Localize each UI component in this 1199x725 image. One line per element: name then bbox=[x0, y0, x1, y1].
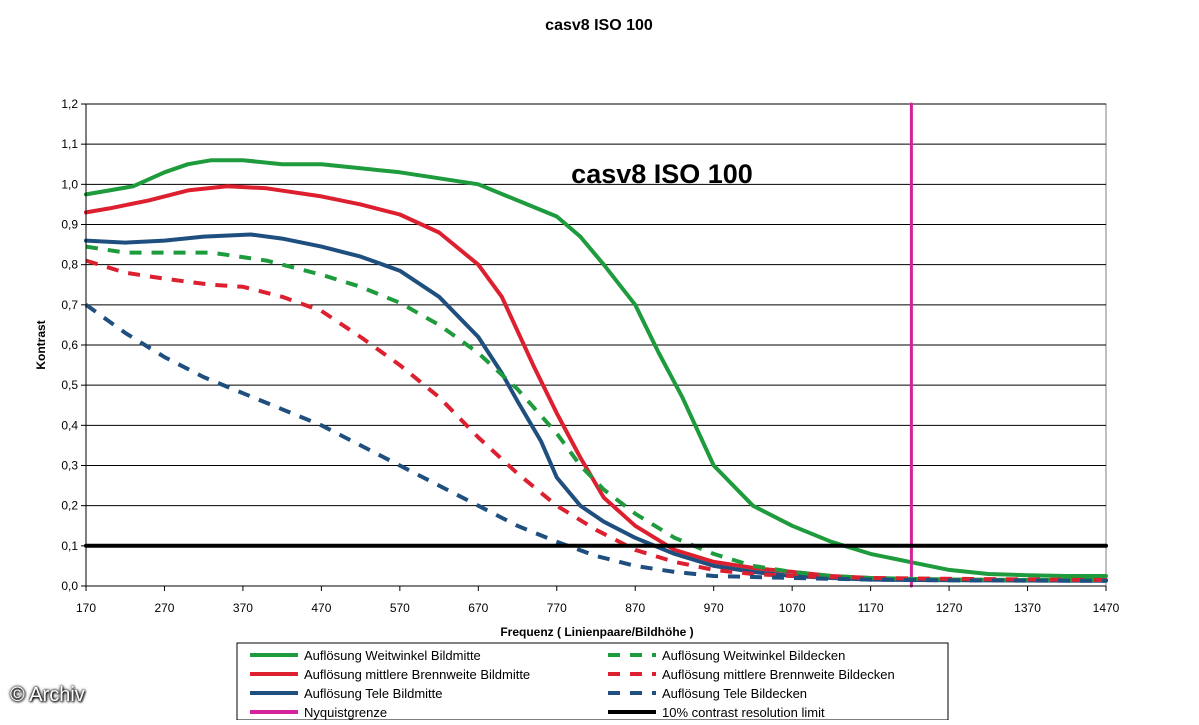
series-line-auflosung-weitwinkel-bildmitte bbox=[84, 158, 1108, 578]
y-tick-label: 0,6 bbox=[61, 338, 78, 352]
chart-title: casv8 ISO 100 bbox=[545, 17, 653, 34]
series-line-auflosung-tele-bildecken bbox=[84, 303, 1107, 583]
x-tick-label: 570 bbox=[390, 601, 410, 615]
legend-label: Auflösung Tele Bildecken bbox=[662, 686, 807, 701]
x-tick-label: 770 bbox=[547, 601, 567, 615]
y-tick-label: 0,9 bbox=[61, 218, 78, 232]
x-tick-label: 1370 bbox=[1014, 601, 1041, 615]
legend-label: Auflösung Weitwinkel Bildecken bbox=[662, 648, 845, 663]
legend-label: Auflösung mittlere Brennweite Bildecken bbox=[662, 667, 895, 682]
x-tick-label: 1470 bbox=[1093, 601, 1120, 615]
legend-label: Auflösung Tele Bildmitte bbox=[304, 686, 443, 701]
x-tick-label: 1070 bbox=[779, 601, 806, 615]
x-tick-label: 270 bbox=[154, 601, 174, 615]
y-tick-label: 0,4 bbox=[61, 418, 78, 432]
legend-label: 10% contrast resolution limit bbox=[662, 705, 825, 720]
x-tick-label: 1270 bbox=[936, 601, 963, 615]
inner-title: casv8 ISO 100 bbox=[571, 159, 753, 189]
y-tick-label: 0,0 bbox=[61, 579, 78, 593]
y-tick-label: 0,2 bbox=[61, 499, 78, 513]
x-tick-label: 470 bbox=[311, 601, 331, 615]
y-tick-label: 1,1 bbox=[61, 137, 78, 151]
x-tick-label: 1170 bbox=[858, 601, 884, 615]
watermark-text: © Archiv bbox=[10, 684, 85, 706]
legend-label: Auflösung mittlere Brennweite Bildmitte bbox=[304, 667, 530, 682]
x-tick-label: 870 bbox=[625, 601, 645, 615]
legend-label: Nyquistgrenze bbox=[304, 705, 387, 720]
y-tick-label: 0,5 bbox=[61, 378, 78, 392]
y-tick-label: 1,2 bbox=[61, 97, 78, 111]
y-tick-label: 1,0 bbox=[61, 177, 78, 191]
legend: Auflösung Weitwinkel Bildmitte Auflösung … bbox=[236, 642, 949, 721]
x-tick-label: 370 bbox=[233, 601, 253, 615]
x-tick-label: 170 bbox=[76, 601, 96, 615]
y-axis-label: Kontrast bbox=[34, 320, 48, 369]
x-tick-label: 670 bbox=[468, 601, 488, 615]
y-tick-label: 0,7 bbox=[61, 298, 78, 312]
legend-box bbox=[236, 642, 949, 721]
x-axis-label: Frequenz ( Linienpaare/Bildhöhe ) bbox=[500, 625, 693, 639]
series-line-auflosung-mittlere-brennweite-bildecken bbox=[85, 258, 1107, 582]
y-tick-label: 0,3 bbox=[61, 459, 78, 473]
y-tick-label: 0,1 bbox=[61, 539, 78, 553]
y-tick-label: 0,8 bbox=[61, 258, 78, 272]
legend-label: Auflösung Weitwinkel Bildmitte bbox=[304, 648, 481, 663]
x-tick-label: 970 bbox=[704, 601, 724, 615]
